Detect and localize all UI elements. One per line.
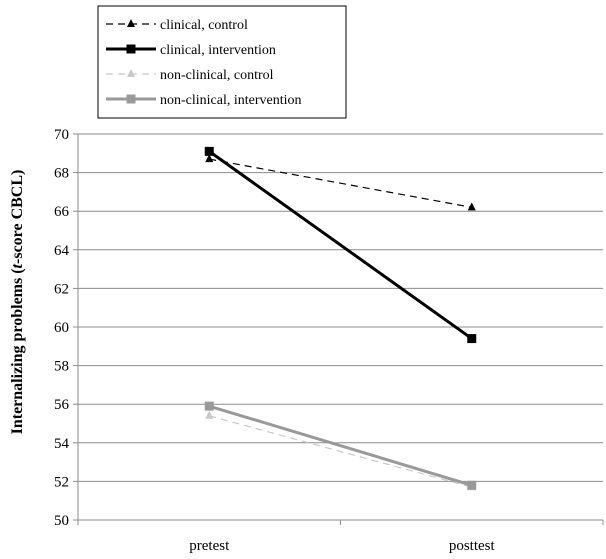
y-tick-label: 56 <box>54 397 70 413</box>
data-point <box>205 411 213 419</box>
y-tick-label: 66 <box>54 204 70 220</box>
series-line <box>209 151 472 338</box>
series-group <box>205 147 477 343</box>
y-tick-label: 62 <box>54 281 69 297</box>
y-tick-label: 54 <box>54 436 70 452</box>
legend: clinical, control clinical, intervention n… <box>98 6 346 118</box>
y-tick-label: 70 <box>54 127 69 143</box>
y-tick-label: 68 <box>54 166 69 182</box>
grid-lines <box>78 134 603 481</box>
legend-label: non-clinical, control <box>160 68 274 83</box>
y-tick-label: 60 <box>54 320 69 336</box>
y-tick-label: 50 <box>54 513 69 529</box>
data-point <box>205 147 214 156</box>
x-axis-ticks: pretest posttest <box>78 520 603 554</box>
series-line <box>209 416 472 487</box>
legend-swatch-marker <box>127 95 136 104</box>
series-group <box>205 411 476 490</box>
data-point <box>467 481 476 490</box>
legend-label: clinical, intervention <box>160 43 276 58</box>
y-axis-label-rest: -score CBCL) <box>9 170 26 264</box>
legend-label: clinical, control <box>160 18 248 33</box>
data-point <box>467 334 476 343</box>
data-point <box>205 402 214 411</box>
y-axis-label: Internalizing problems (t-score CBCL) <box>9 170 26 435</box>
legend-label: non-clinical, intervention <box>160 93 302 108</box>
y-axis-label-main: Internalizing problems ( <box>9 268 26 434</box>
series-group <box>205 402 477 490</box>
y-tick-label: 58 <box>54 359 69 375</box>
data-point <box>468 202 476 210</box>
legend-swatch-marker <box>127 45 136 54</box>
series-line <box>209 406 472 485</box>
y-axis-ticks: 50 52 54 56 58 60 62 64 66 68 70 <box>54 127 78 529</box>
series-line <box>209 159 472 207</box>
y-tick-label: 64 <box>54 243 70 259</box>
y-tick-label: 52 <box>54 474 69 490</box>
data-series <box>205 147 477 490</box>
x-tick-label: pretest <box>189 538 230 554</box>
x-tick-label: posttest <box>449 538 496 554</box>
series-group <box>205 154 476 210</box>
